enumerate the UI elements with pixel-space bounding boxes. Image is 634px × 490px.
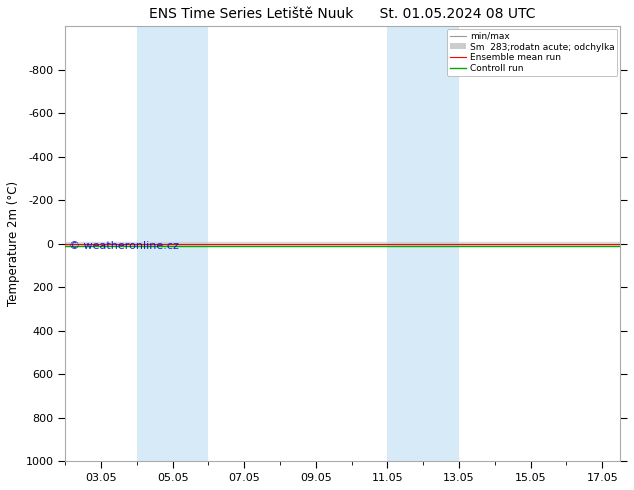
- Legend: min/max, Sm  283;rodatn acute; odchylka, Ensemble mean run, Controll run: min/max, Sm 283;rodatn acute; odchylka, …: [448, 29, 618, 76]
- Title: ENS Time Series Letiště Nuuk      St. 01.05.2024 08 UTC: ENS Time Series Letiště Nuuk St. 01.05.2…: [150, 7, 536, 21]
- Bar: [387, 26, 459, 461]
- Bar: [137, 26, 209, 461]
- Y-axis label: Temperature 2m (°C): Temperature 2m (°C): [7, 181, 20, 306]
- Text: © weatheronline.cz: © weatheronline.cz: [69, 241, 179, 250]
